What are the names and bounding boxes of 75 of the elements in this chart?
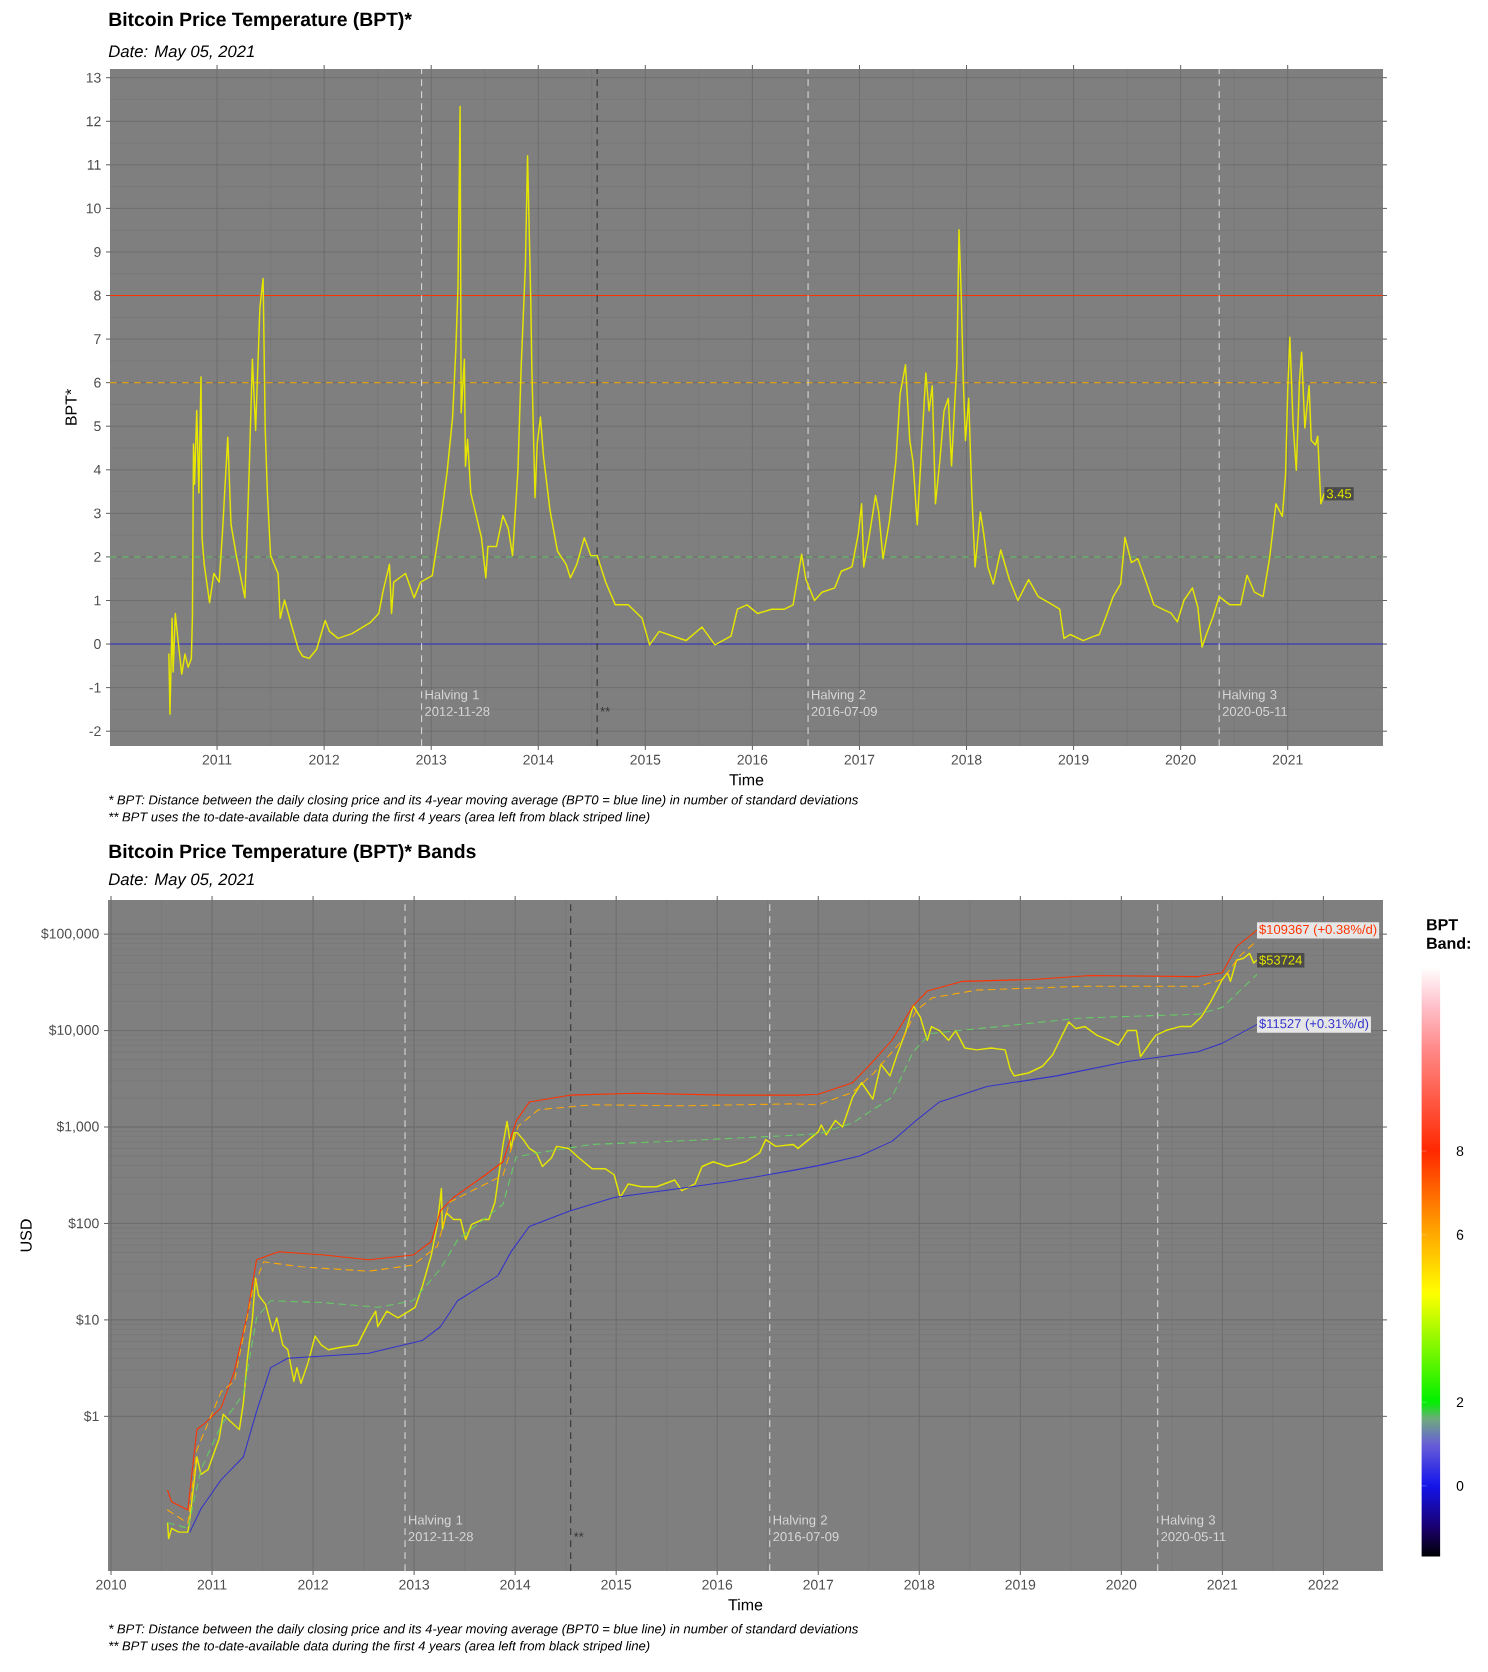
y-tick-label: 4 <box>93 464 101 475</box>
x-tick-label: 2013 <box>399 1579 430 1590</box>
chart-subtitle: Date: May 05, 2021 <box>108 45 254 61</box>
y-tick-label: 10 <box>86 203 101 214</box>
y-tick-label: $1 <box>83 1410 99 1422</box>
y-tick-label: $10 <box>76 1314 99 1326</box>
x-tick-label: 2017 <box>844 754 875 765</box>
x-tick-label: 2014 <box>523 754 554 765</box>
chart-title: Bitcoin Price Temperature (BPT)* <box>109 11 412 30</box>
y-axis-title: BPT* <box>65 389 77 425</box>
data-label: 3.45 <box>1326 489 1352 499</box>
text: ** BPT uses the to-date-available data during the first 4 years (area left from black striped line) <box>109 1640 650 1654</box>
x-tick-label: 2020 <box>1165 754 1196 765</box>
ref-line-label: Halving 2 2016-07-09 <box>811 689 877 716</box>
x-tick-label: 2010 <box>96 1579 127 1590</box>
y-tick-label: 3 <box>94 508 101 519</box>
ref-line-label: Halving 1 2012-11-28 <box>425 689 490 716</box>
y-tick-label: 7 <box>94 334 101 344</box>
data-label: $11527 (+0.31%/d) <box>1259 1018 1369 1031</box>
x-tick-label: 2018 <box>951 754 982 765</box>
y-tick-label: 11 <box>87 160 101 170</box>
x-tick-label: 2016 <box>702 1579 733 1590</box>
chart-title: Bitcoin Price Temperature (BPT)* Bands <box>109 843 476 863</box>
color-bar-label: 8 <box>1456 1146 1464 1157</box>
y-tick-label: 1 <box>94 595 101 606</box>
x-tick-label: 2012 <box>298 1579 328 1590</box>
text: ** BPT uses the to-date-available data during the first 4 years (area left from black striped line) <box>109 811 650 825</box>
x-tick-label: 2017 <box>803 1579 834 1590</box>
y-tick-label: 6 <box>94 377 101 388</box>
y-tick-label: $10,000 <box>48 1024 99 1037</box>
y-tick-label: -1 <box>89 682 101 693</box>
ref-line-label: Halving 3 2020-05-11 <box>1222 689 1288 716</box>
x-tick-label: 2022 <box>1308 1579 1339 1590</box>
y-tick-label: 0 <box>94 639 101 650</box>
x-tick-label: 2016 <box>737 754 768 765</box>
x-tick-label: 2019 <box>1058 754 1089 765</box>
data-label: $109367 (+0.38%/d) <box>1259 924 1377 937</box>
y-tick-label: -2 <box>89 726 101 737</box>
x-tick-label: 2020 <box>1106 1579 1137 1590</box>
x-tick-label: 2021 <box>1272 754 1303 765</box>
data-label: $53724 <box>1259 954 1302 966</box>
y-tick-label: 5 <box>94 421 101 432</box>
y-tick-label: 8 <box>94 290 101 301</box>
chart-subtitle: Date: May 05, 2021 <box>108 873 254 889</box>
y-tick-label: 2 <box>94 552 101 562</box>
x-tick-label: 2013 <box>416 754 447 765</box>
x-axis-title: Time <box>728 1598 763 1611</box>
y-axis-title: USD <box>20 1219 32 1252</box>
y-tick-label: $100,000 <box>41 928 99 941</box>
color-bar-label: 6 <box>1456 1229 1464 1240</box>
x-tick-label: 2014 <box>500 1579 531 1590</box>
x-tick-label: 2011 <box>197 1579 227 1590</box>
ref-line-label: Halving 1 2012-11-28 <box>408 1515 473 1542</box>
ref-line-label: Halving 2 2016-07-09 <box>773 1515 839 1542</box>
ref-line-label: ** <box>600 707 610 712</box>
x-axis-title: Time <box>729 773 764 786</box>
y-tick-label: $1,000 <box>56 1120 99 1134</box>
x-tick-label: 2012 <box>309 754 339 765</box>
color-bar-label: 0 <box>1456 1480 1464 1491</box>
x-tick-label: 2019 <box>1005 1579 1036 1590</box>
y-tick-label: 9 <box>94 247 101 257</box>
x-tick-label: 2021 <box>1207 1579 1238 1590</box>
ref-line-label: Halving 3 2020-05-11 <box>1161 1515 1226 1542</box>
y-tick-label: 12 <box>86 116 101 127</box>
x-tick-label: 2018 <box>904 1579 935 1590</box>
y-tick-label: $100 <box>68 1217 99 1230</box>
y-tick-label: 13 <box>86 72 101 83</box>
x-tick-label: 2015 <box>630 754 661 765</box>
text: * BPT: Distance between the daily closing price and its 4-year moving average (BPT0 = blue line) in number of standard deviations <box>109 1623 859 1637</box>
x-tick-label: 2011 <box>202 754 232 765</box>
color-bar-label: 2 <box>1456 1397 1464 1408</box>
color-bar-title: BPT Band: <box>1427 919 1470 949</box>
x-tick-label: 2015 <box>601 1579 632 1590</box>
text: * BPT: Distance between the daily closing price and its 4-year moving average (BPT0 = blue line) in number of standard deviations <box>109 794 859 808</box>
ref-line-label: ** <box>573 1532 584 1537</box>
